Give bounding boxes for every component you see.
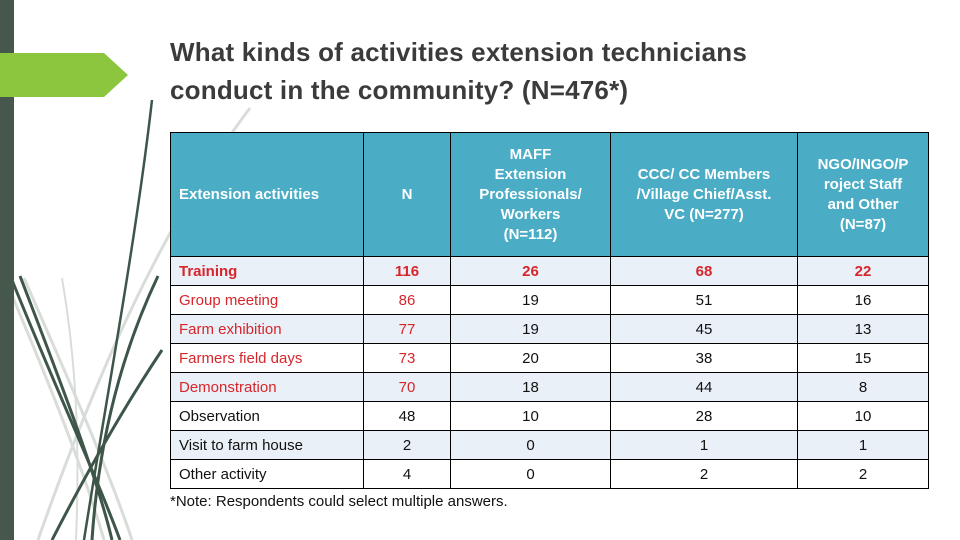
cell-ngo: 13 <box>797 314 929 344</box>
cell-activity: Observation <box>170 401 364 431</box>
cell-activity: Other activity <box>170 459 364 489</box>
header-row: Extension activities N MAFF Extension Pr… <box>170 132 929 257</box>
table-row-farmers-field-days: Farmers field days 73 20 38 15 <box>170 343 929 373</box>
table-body: Training 116 26 68 22 Group meeting 86 1… <box>170 256 929 489</box>
vine-line <box>10 279 122 540</box>
cell-ccc: 51 <box>610 285 798 315</box>
cell-maff: 0 <box>450 430 611 460</box>
cell-n: 70 <box>363 372 451 402</box>
cell-ccc: 45 <box>610 314 798 344</box>
cell-maff: 10 <box>450 401 611 431</box>
col-header-ngo: NGO/INGO/P roject Staff and Other (N=87) <box>797 132 929 257</box>
vine-line <box>22 277 134 540</box>
vine-line <box>90 275 160 540</box>
table-row-training: Training 116 26 68 22 <box>170 256 929 286</box>
cell-n: 4 <box>363 459 451 489</box>
cell-activity: Group meeting <box>170 285 364 315</box>
cell-ngo: 16 <box>797 285 929 315</box>
col-header-n: N <box>363 132 451 257</box>
cell-ngo: 10 <box>797 401 929 431</box>
cell-ccc: 38 <box>610 343 798 373</box>
cell-activity: Demonstration <box>170 372 364 402</box>
cell-maff: 20 <box>450 343 611 373</box>
table-row-other-activity: Other activity 4 0 2 2 <box>170 459 929 489</box>
cell-maff: 26 <box>450 256 611 286</box>
cell-ccc: 1 <box>610 430 798 460</box>
arrow-banner-icon <box>0 53 128 97</box>
cell-maff: 19 <box>450 314 611 344</box>
table-row-visit-to-farm-house: Visit to farm house 2 0 1 1 <box>170 430 929 460</box>
cell-maff: 18 <box>450 372 611 402</box>
cell-n: 77 <box>363 314 451 344</box>
cell-maff: 0 <box>450 459 611 489</box>
page-title: What kinds of activities extension techn… <box>170 33 950 109</box>
cell-ngo: 8 <box>797 372 929 402</box>
col-header-extension-activities: Extension activities <box>170 132 364 257</box>
cell-activity: Visit to farm house <box>170 430 364 460</box>
cell-n: 116 <box>363 256 451 286</box>
cell-n: 48 <box>363 401 451 431</box>
cell-ngo: 22 <box>797 256 929 286</box>
footnote: *Note: Respondents could select multiple… <box>170 493 508 510</box>
vine-line <box>50 349 164 540</box>
cell-ngo: 2 <box>797 459 929 489</box>
cell-ccc: 68 <box>610 256 798 286</box>
cell-ccc: 28 <box>610 401 798 431</box>
table-row-group-meeting: Group meeting 86 19 51 16 <box>170 285 929 315</box>
left-decoration <box>0 0 252 540</box>
col-header-maff: MAFF Extension Professionals/ Workers (N… <box>450 132 611 257</box>
cell-ngo: 15 <box>797 343 929 373</box>
cell-ccc: 2 <box>610 459 798 489</box>
cell-ngo: 1 <box>797 430 929 460</box>
table-header: Extension activities N MAFF Extension Pr… <box>170 132 929 257</box>
table-row-farm-exhibition: Farm exhibition 77 19 45 13 <box>170 314 929 344</box>
cell-ccc: 44 <box>610 372 798 402</box>
sidebar-accent-bar <box>0 0 14 540</box>
vine-line <box>61 277 79 540</box>
cell-n: 86 <box>363 285 451 315</box>
cell-activity: Farm exhibition <box>170 314 364 344</box>
cell-n: 73 <box>363 343 451 373</box>
cell-n: 2 <box>363 430 451 460</box>
vine-line <box>82 99 154 540</box>
page-title-line2: conduct in the community? (N=476*) <box>170 75 629 105</box>
page-title-line1: What kinds of activities extension techn… <box>170 37 748 67</box>
cell-activity: Training <box>170 256 364 286</box>
cell-activity: Farmers field days <box>170 343 364 373</box>
vine-line <box>18 275 114 540</box>
activities-table: Extension activities N MAFF Extension Pr… <box>170 132 929 489</box>
cell-maff: 19 <box>450 285 611 315</box>
table-row-observation: Observation 48 10 28 10 <box>170 401 929 431</box>
table-row-demonstration: Demonstration 70 18 44 8 <box>170 372 929 402</box>
col-header-ccc: CCC/ CC Members /Village Chief/Asst. VC … <box>610 132 798 257</box>
activities-table-container: Extension activities N MAFF Extension Pr… <box>170 132 929 489</box>
